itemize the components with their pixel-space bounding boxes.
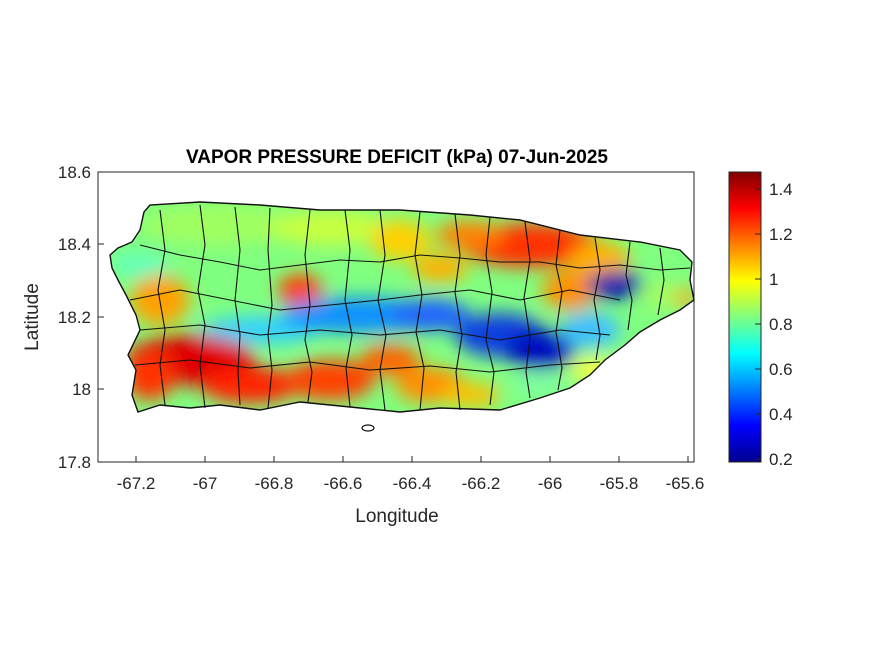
x-tick-label: -67.2 <box>117 474 156 493</box>
x-tick-label: -66.6 <box>324 474 363 493</box>
x-tick-label: -66.2 <box>462 474 501 493</box>
colorbar-tick-label: 0.2 <box>769 450 793 469</box>
x-tick-label: -67 <box>193 474 218 493</box>
colorbar-tick-label: 0.6 <box>769 360 793 379</box>
colorbar-tick-label: 1.4 <box>769 180 793 199</box>
x-tick-label: -66.8 <box>255 474 294 493</box>
chart-title: VAPOR PRESSURE DEFICIT (kPa) 07-Jun-2025 <box>186 147 608 168</box>
y-axis: 18.6 18.4 18.2 18 17.8 <box>58 163 104 472</box>
x-axis-label: Longitude <box>355 506 438 527</box>
y-tick-label: 18.6 <box>58 163 91 182</box>
y-axis-label: Latitude <box>22 283 43 351</box>
colorbar-tick-label: 1.2 <box>769 225 793 244</box>
x-tick-label: -65.8 <box>600 474 639 493</box>
x-tick-label: -66.4 <box>393 474 432 493</box>
y-tick-label: 17.8 <box>58 453 91 472</box>
caja-de-muertos-islet <box>361 424 375 432</box>
x-tick-label: -65.6 <box>666 474 705 493</box>
island-outline <box>109 201 695 413</box>
y-tick-label: 18 <box>72 380 91 399</box>
colorbar <box>728 171 762 463</box>
colorbar-tick-label: 1 <box>769 270 778 289</box>
x-tick-label: -66 <box>538 474 563 493</box>
x-axis: -67.2 -67 -66.8 -66.6 -66.4 -66.2 -66 -6… <box>117 456 705 493</box>
municipality-boundaries <box>129 204 691 411</box>
colorbar-tick-label: 0.4 <box>769 405 793 424</box>
colorbar-ticks: 1.4 1.2 1 0.8 0.6 0.4 0.2 <box>755 180 793 469</box>
y-tick-label: 18.2 <box>58 308 91 327</box>
y-tick-label: 18.4 <box>58 235 91 254</box>
colorbar-tick-label: 0.8 <box>769 315 793 334</box>
